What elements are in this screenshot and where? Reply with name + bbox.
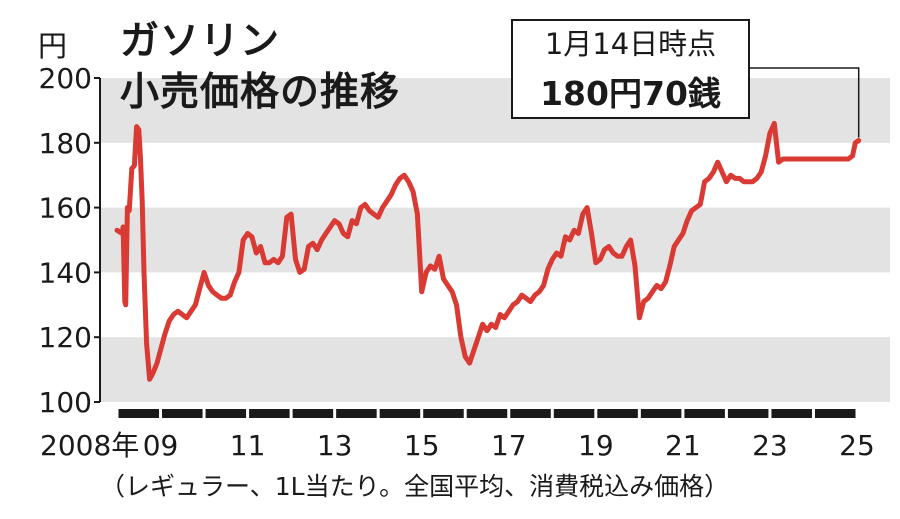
x-tick-label-15: 15 bbox=[404, 429, 440, 462]
x-year-segment-2008 bbox=[118, 409, 160, 418]
latest-value-callout: 1月14日時点 180円70銭 bbox=[511, 19, 750, 119]
x-year-segment-2015 bbox=[423, 409, 464, 418]
x-year-segment-2013 bbox=[336, 409, 377, 418]
y-tick-label-180: 180 bbox=[39, 127, 92, 160]
price-line bbox=[114, 120, 862, 382]
y-tick-label-120: 120 bbox=[39, 321, 92, 354]
x-year-segment-2024 bbox=[814, 409, 856, 418]
x-year-segment-2016 bbox=[466, 409, 508, 418]
y-tick-label-140: 140 bbox=[39, 256, 92, 289]
x-tick-label-2008年: 2008年 bbox=[40, 429, 139, 462]
x-tick-label-21: 21 bbox=[665, 429, 701, 462]
y-axis: 100 120 140 160 180 200 bbox=[39, 62, 101, 419]
x-year-segment-2018 bbox=[553, 409, 595, 418]
x-year-segment-2010 bbox=[205, 409, 247, 418]
band-180-200 bbox=[100, 78, 890, 143]
x-tick-label-11: 11 bbox=[230, 429, 266, 462]
x-year-segment-2011 bbox=[249, 409, 290, 418]
x-tick-label-19: 19 bbox=[578, 429, 614, 462]
chart-title-line2: 小売価格の推移 bbox=[120, 70, 401, 115]
band-100-120 bbox=[100, 337, 890, 402]
y-tick-label-160: 160 bbox=[39, 192, 92, 225]
x-year-segment-2012 bbox=[292, 409, 334, 418]
x-year-segment-2022 bbox=[727, 409, 769, 418]
x-tick-label-09: 09 bbox=[143, 429, 179, 462]
x-year-segment-2017 bbox=[510, 409, 551, 418]
x-year-segment-2009 bbox=[162, 409, 203, 418]
x-year-segment-2020 bbox=[640, 409, 682, 418]
band-140-160 bbox=[100, 207, 890, 273]
x-axis: 2008年 09 11 13 15 17 19 21 23 25 bbox=[40, 409, 875, 462]
background-bands bbox=[100, 78, 890, 402]
callout-leader-path bbox=[750, 67, 860, 138]
x-tick-label-23: 23 bbox=[752, 429, 788, 462]
footnote: （レギュラー、1L当たり。全国平均、消費税込み価格） bbox=[100, 472, 730, 501]
chart-title-line1: ガソリン bbox=[120, 19, 281, 64]
x-year-segment-2014 bbox=[379, 409, 421, 418]
callout-value: 180円70銭 bbox=[540, 74, 721, 113]
x-tick-label-13: 13 bbox=[317, 429, 353, 462]
x-year-segment-2021 bbox=[684, 409, 725, 418]
y-tick-label-200: 200 bbox=[39, 62, 92, 95]
x-tick-label-25: 25 bbox=[839, 429, 875, 462]
x-year-segment-2023 bbox=[771, 409, 812, 418]
x-year-segment-2019 bbox=[597, 409, 638, 418]
y-tick-label-100: 100 bbox=[39, 386, 92, 419]
callout-date: 1月14日時点 bbox=[544, 27, 717, 61]
callout-leader-line bbox=[750, 67, 860, 138]
x-tick-label-17: 17 bbox=[491, 429, 527, 462]
y-axis-unit: 円 bbox=[38, 29, 68, 63]
